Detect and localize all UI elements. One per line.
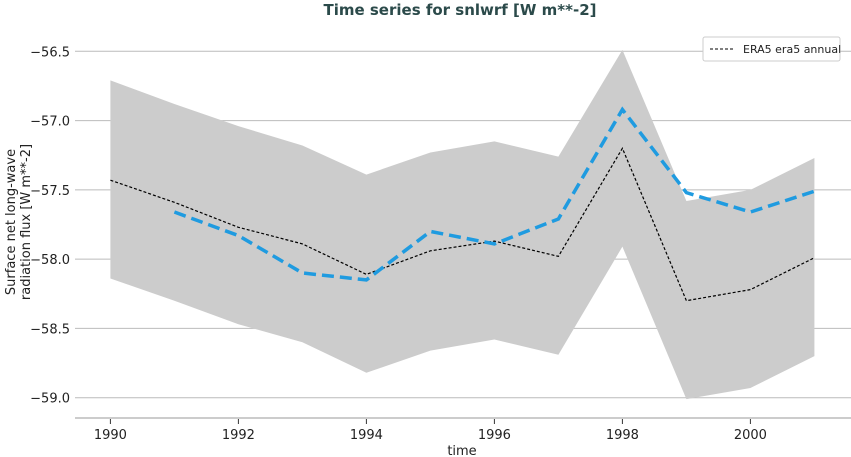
x-tick-label: 1994 <box>350 428 383 443</box>
x-tick-label: 1992 <box>222 428 255 443</box>
y-tick-label: −58.5 <box>30 322 70 337</box>
y-axis-label-line2: radiation flux [W m**-2] <box>19 144 34 300</box>
series-line-blue <box>173 106 815 282</box>
x-tick-label: 1998 <box>606 428 639 443</box>
y-tick-label: −56.5 <box>30 45 70 60</box>
legend-label: ERA5 era5 annual <box>743 43 841 56</box>
x-tick-label: 2000 <box>734 428 767 443</box>
y-tick-label: −58.0 <box>30 253 70 268</box>
uncertainty-band <box>110 49 815 400</box>
y-tick-label: −59.0 <box>30 392 70 407</box>
legend: ERA5 era5 annual <box>702 36 841 62</box>
y-axis-label-line1: Surface net long-wave <box>4 149 19 295</box>
chart-title: Time series for snlwrf [W m**-2] <box>323 1 596 19</box>
legend-box <box>702 36 841 62</box>
x-tick-label: 1996 <box>478 428 511 443</box>
x-axis-label: time <box>447 444 476 457</box>
x-tick-label: 1990 <box>94 428 127 443</box>
y-tick-label: −57.5 <box>30 184 70 199</box>
y-tick-label: −57.0 <box>30 115 70 130</box>
